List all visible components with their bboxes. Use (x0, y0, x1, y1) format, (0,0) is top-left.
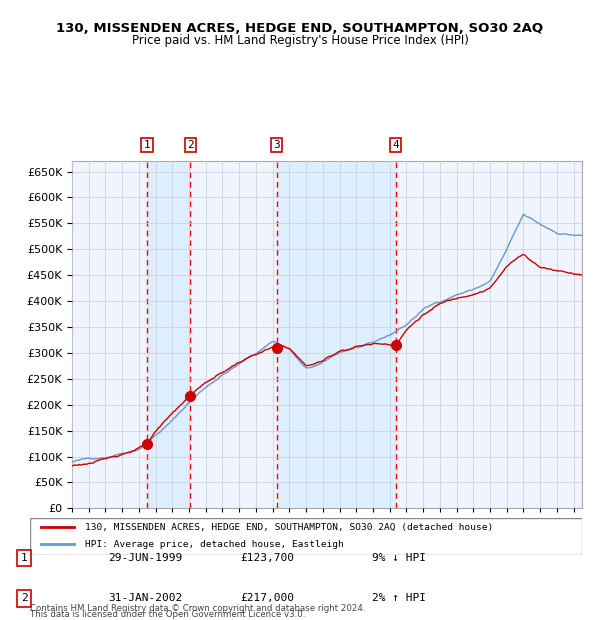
Bar (277, 161, 395, 508)
Text: 2% ↑ HPI: 2% ↑ HPI (372, 593, 426, 603)
Text: 1: 1 (20, 553, 28, 563)
Text: 2: 2 (187, 140, 194, 150)
Text: 3: 3 (274, 140, 280, 150)
FancyBboxPatch shape (30, 518, 582, 555)
Text: 2: 2 (20, 593, 28, 603)
Text: This data is licensed under the Open Government Licence v3.0.: This data is licensed under the Open Gov… (30, 609, 305, 619)
Text: 4: 4 (392, 140, 399, 150)
Text: Contains HM Land Registry data © Crown copyright and database right 2024.: Contains HM Land Registry data © Crown c… (30, 603, 365, 613)
Text: 130, MISSENDEN ACRES, HEDGE END, SOUTHAMPTON, SO30 2AQ (detached house): 130, MISSENDEN ACRES, HEDGE END, SOUTHAM… (85, 523, 493, 531)
Bar (147, 161, 190, 508)
Text: Price paid vs. HM Land Registry's House Price Index (HPI): Price paid vs. HM Land Registry's House … (131, 34, 469, 47)
Text: 9% ↓ HPI: 9% ↓ HPI (372, 553, 426, 563)
Text: 29-JUN-1999: 29-JUN-1999 (108, 553, 182, 563)
Text: 130, MISSENDEN ACRES, HEDGE END, SOUTHAMPTON, SO30 2AQ: 130, MISSENDEN ACRES, HEDGE END, SOUTHAM… (56, 22, 544, 35)
Text: HPI: Average price, detached house, Eastleigh: HPI: Average price, detached house, East… (85, 540, 344, 549)
Text: £123,700: £123,700 (240, 553, 294, 563)
Text: £217,000: £217,000 (240, 593, 294, 603)
Text: 1: 1 (144, 140, 151, 150)
Text: 31-JAN-2002: 31-JAN-2002 (108, 593, 182, 603)
